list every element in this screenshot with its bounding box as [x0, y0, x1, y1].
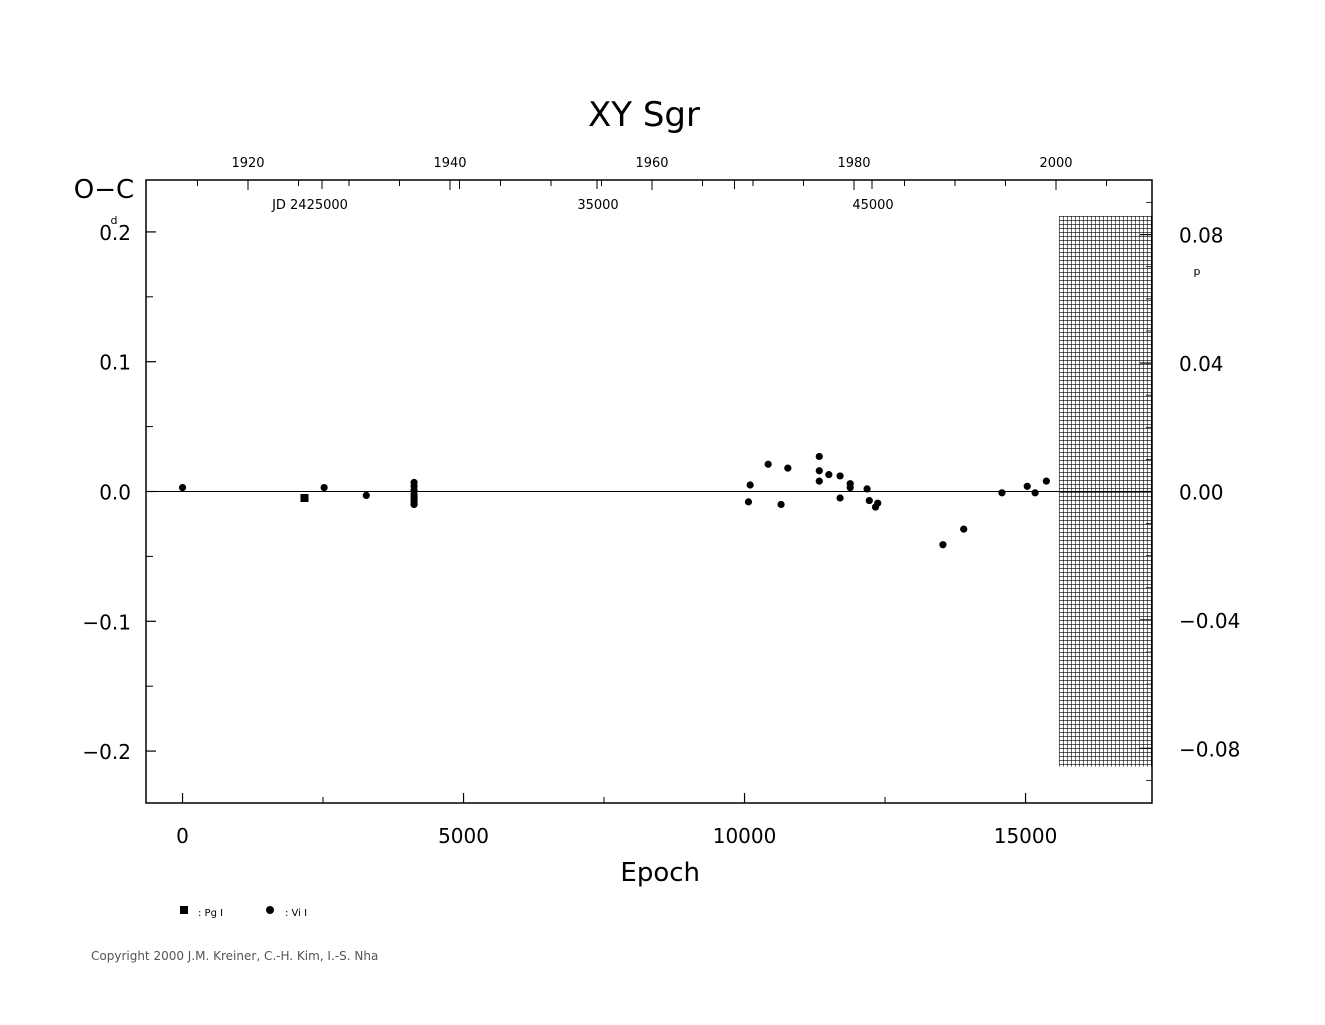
data-point-vi	[815, 467, 823, 475]
legend-label-pg: : Pg I	[198, 908, 223, 919]
data-point-vi	[863, 485, 871, 493]
y-tick-label: −0.1	[82, 610, 131, 634]
y-right-tick-label: 0.00	[1179, 481, 1224, 505]
x-tick-label: 10000	[713, 824, 777, 848]
y-tick-label: 0.2	[99, 221, 131, 245]
legend-label-vi: : Vi I	[285, 908, 307, 919]
data-point-vi	[874, 499, 882, 507]
data-point-vi	[764, 460, 772, 468]
data-point-vi	[362, 491, 370, 499]
data-point-vi	[825, 471, 833, 479]
top-jd-label: JD 2425000	[271, 198, 348, 213]
data-point-vi	[320, 484, 328, 492]
y-right-tick-label: −0.04	[1179, 609, 1240, 633]
data-point-vi	[865, 496, 873, 505]
data-point-vi	[815, 477, 823, 485]
data-point-vi	[777, 500, 785, 509]
y-tick-label: −0.2	[82, 740, 131, 764]
top-jd-label: 35000	[577, 198, 618, 213]
data-point-vi	[998, 489, 1006, 497]
data-point-vi	[410, 500, 418, 509]
y-right-tick-label: 0.04	[1179, 352, 1224, 376]
data-point-vi	[1023, 482, 1031, 490]
y-tick-label: 0.1	[99, 351, 131, 375]
data-point-vi	[836, 472, 844, 480]
x-tick-label: 5000	[438, 824, 489, 848]
data-point-vi	[960, 525, 968, 533]
data-point-vi	[815, 452, 823, 461]
top-year-label: 1920	[231, 156, 264, 171]
y-unit-left: d	[111, 214, 118, 227]
data-point-vi	[836, 494, 844, 502]
x-tick-label: 15000	[994, 824, 1058, 848]
x-tick-label: 0	[176, 824, 189, 848]
data-point-vi	[178, 484, 187, 492]
copyright-text: Copyright 2000 J.M. Kreiner, C.-H. Kim, …	[91, 949, 379, 963]
data-point-vi	[746, 481, 754, 489]
data-point-pg	[300, 493, 309, 502]
y-unit-right: p	[1194, 265, 1201, 278]
top-year-label: 2000	[1039, 156, 1072, 171]
y-tick-label: 0.0	[99, 481, 131, 505]
chart-title: XY Sgr	[588, 95, 700, 135]
data-point-vi	[744, 498, 753, 506]
legend-marker-circle	[266, 906, 274, 914]
y-axis-title: O−C	[74, 175, 134, 205]
x-axis-title: Epoch	[620, 858, 700, 888]
top-year-label: 1940	[433, 156, 466, 171]
top-year-label: 1980	[837, 156, 870, 171]
y-right-tick-label: −0.08	[1179, 737, 1240, 761]
data-point-vi	[846, 484, 854, 492]
top-jd-label: 45000	[852, 198, 893, 213]
data-point-vi	[939, 541, 947, 549]
data-point-vi	[1042, 477, 1050, 485]
data-point-vi	[1031, 489, 1039, 497]
legend-marker-square	[180, 906, 188, 914]
y-right-tick-label: 0.08	[1179, 224, 1224, 248]
data-point-vi	[784, 464, 792, 472]
top-year-label: 1960	[635, 156, 668, 171]
